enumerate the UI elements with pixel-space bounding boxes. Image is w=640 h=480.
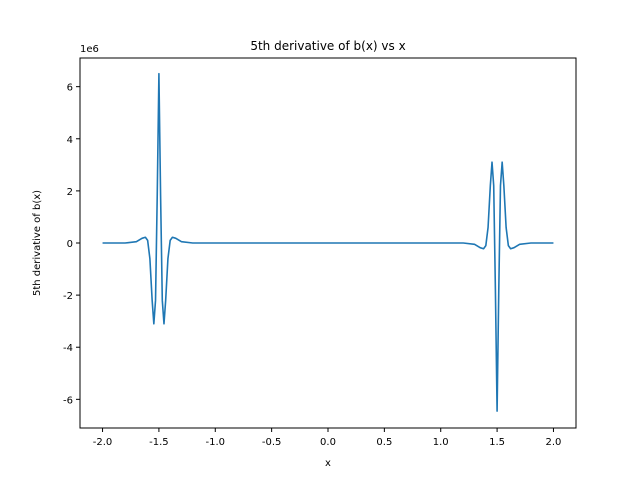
y-tick-label: -6: [63, 395, 73, 406]
x-tick-label: -0.5: [262, 437, 282, 448]
y-tick-label: -4: [63, 343, 73, 354]
y-tick-label: -2: [63, 291, 73, 302]
y-axis-label: 5th derivative of b(x): [32, 190, 43, 296]
x-axis-label: x: [325, 458, 331, 469]
x-tick-label: -1.5: [149, 437, 169, 448]
x-tick-label: 1.0: [433, 437, 449, 448]
y-tick-label: 4: [67, 135, 73, 146]
series-line-0: [102, 72, 554, 412]
x-tick-label: -1.0: [206, 437, 226, 448]
y-tick-label: 0: [67, 239, 73, 250]
x-tick-label: 2.0: [546, 437, 562, 448]
x-tick-label: 0.5: [376, 437, 392, 448]
x-tick-label: 1.5: [489, 437, 505, 448]
y-offset-label: 1e6: [80, 44, 99, 55]
x-tick-label: -2.0: [93, 437, 113, 448]
chart-title: 5th derivative of b(x) vs x: [250, 39, 405, 53]
x-tick-label: 0.0: [320, 437, 336, 448]
plot-area: [102, 72, 554, 412]
y-tick-label: 6: [67, 83, 73, 94]
y-tick-label: 2: [67, 187, 73, 198]
